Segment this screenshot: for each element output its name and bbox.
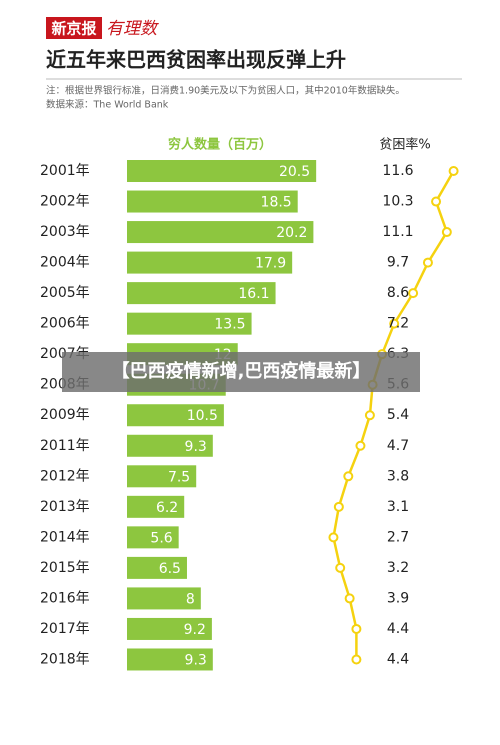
- category-label: 2006年: [40, 316, 90, 332]
- bar-value: 8: [186, 591, 195, 607]
- rate-point: [351, 654, 362, 665]
- bar-value: 17.9: [255, 256, 286, 272]
- rate-point: [448, 166, 459, 176]
- bar: [127, 251, 293, 274]
- bar-value: 6.2: [156, 500, 178, 516]
- rate-point: [389, 318, 400, 329]
- bar: [127, 221, 314, 244]
- rate-value: 10.3: [382, 194, 413, 210]
- category-label: 2016年: [40, 590, 90, 606]
- chart-title: 近五年来巴西贫困率出现反弹上升: [46, 48, 346, 72]
- category-label: 2012年: [40, 468, 90, 484]
- category-label: 2003年: [40, 224, 90, 240]
- bar: [127, 617, 212, 640]
- bar: [127, 648, 213, 671]
- category-label: 2004年: [40, 255, 90, 271]
- bar-value: 18.5: [261, 195, 292, 211]
- rate-point: [351, 623, 362, 634]
- bar-value: 20.5: [279, 164, 310, 180]
- category-label: 2011年: [40, 438, 90, 454]
- rate-value: 8.6: [387, 285, 409, 301]
- bar: [127, 556, 187, 579]
- rate-point: [441, 227, 452, 238]
- logo-column: 有理数: [106, 19, 159, 39]
- rate-point: [364, 410, 375, 421]
- bar-value: 6.5: [159, 561, 181, 577]
- rate-point: [355, 440, 366, 451]
- logo-box: [46, 17, 102, 39]
- bar: [127, 282, 276, 305]
- note: 注：根据世界银行标准，日消费1.90美元及以下为贫困人口，其中2010年数据缺失…: [46, 85, 405, 97]
- bar: [127, 495, 185, 518]
- bar-value: 9.3: [185, 439, 207, 455]
- bar: [127, 404, 224, 427]
- rate-point: [344, 593, 355, 604]
- rate-value: 5.4: [387, 407, 409, 423]
- rate-point: [422, 257, 433, 268]
- bar-value: 13.5: [214, 317, 245, 333]
- rate-point: [333, 501, 344, 512]
- bar-value: 7.5: [168, 469, 190, 485]
- bar-value: 16.1: [238, 286, 269, 302]
- rate-value: 4.7: [387, 438, 409, 454]
- banner-bg: [62, 352, 420, 392]
- rate-point: [431, 196, 442, 207]
- category-label: 2009年: [40, 407, 90, 423]
- bar: [127, 465, 197, 488]
- category-label: 2014年: [40, 529, 90, 545]
- category-label: 2015年: [40, 560, 90, 576]
- bar-value: 10.5: [187, 408, 218, 424]
- rate-value: 2.7: [387, 529, 409, 545]
- bar-value: 5.6: [150, 530, 172, 546]
- bar-value: 20.2: [276, 225, 307, 241]
- banner-text: 【巴西疫情新增,巴西疫情最新】: [112, 360, 371, 382]
- rate-value: 4.4: [387, 651, 409, 667]
- legend-bars: 穷人数量（百万）: [168, 137, 272, 153]
- rate-value: 11.1: [382, 224, 413, 240]
- bar: [127, 434, 213, 457]
- category-label: 2018年: [40, 651, 90, 667]
- rate-value: 3.8: [387, 468, 409, 484]
- category-label: 2005年: [40, 285, 90, 301]
- rate-point: [335, 562, 346, 573]
- rate-point: [408, 288, 419, 299]
- bar-value: 9.2: [184, 622, 206, 638]
- bar: [127, 160, 317, 182]
- legend-line: 贫困率%: [379, 137, 430, 153]
- rate-point: [343, 471, 354, 482]
- rate-value: 4.4: [387, 621, 409, 637]
- bar: [127, 312, 252, 335]
- bar-value: 9.3: [185, 652, 207, 668]
- source: 数据来源：The World Bank: [46, 99, 169, 111]
- category-label: 2017年: [40, 621, 90, 637]
- rate-value: 9.7: [387, 255, 409, 271]
- category-label: 2001年: [40, 163, 90, 179]
- bar: [127, 526, 179, 549]
- rate-value: 3.2: [387, 560, 409, 576]
- logo-brand: 新京报: [51, 20, 96, 38]
- rate-value: 11.6: [382, 163, 413, 179]
- rate-point: [328, 532, 339, 543]
- category-label: 2002年: [40, 194, 90, 210]
- bar: [127, 190, 298, 213]
- bar: [127, 587, 201, 610]
- rate-value: 3.1: [387, 499, 409, 515]
- rate-value: 3.9: [387, 590, 409, 606]
- banner: 【巴西疫情新增,巴西疫情最新】: [62, 352, 420, 392]
- rate-value: 7.2: [387, 316, 409, 332]
- category-label: 2013年: [40, 499, 90, 515]
